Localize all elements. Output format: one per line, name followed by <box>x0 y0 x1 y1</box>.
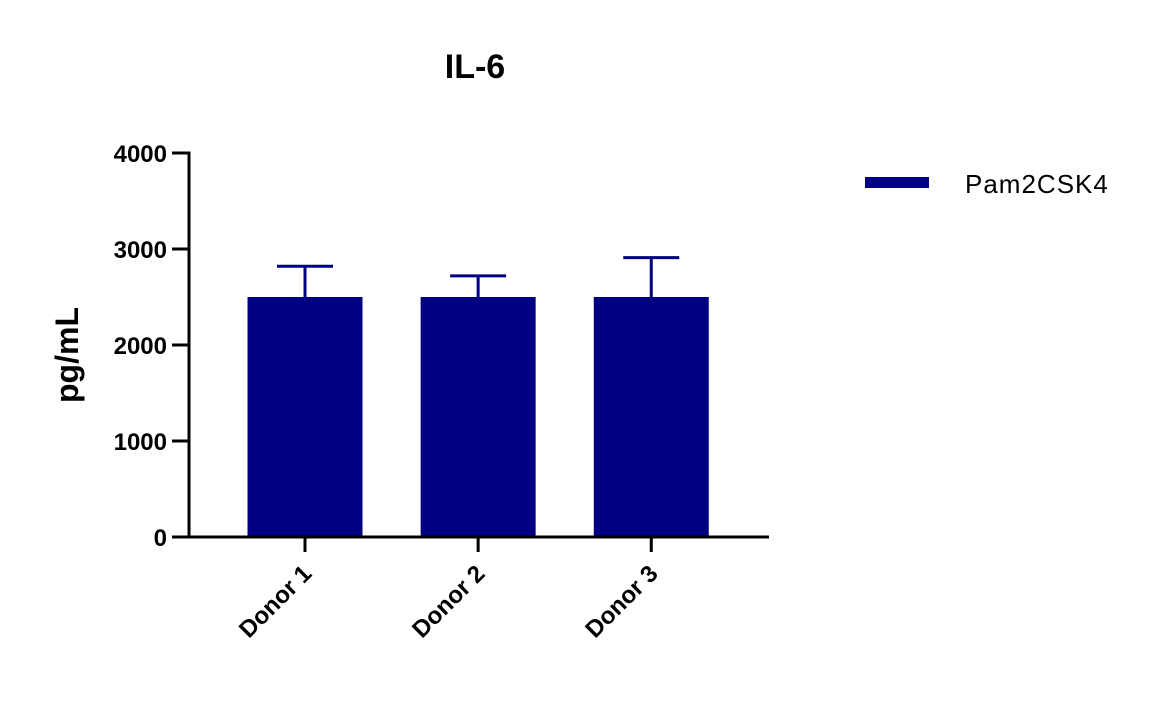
x-tick-label: Donor 1 <box>234 560 317 643</box>
x-tick-label: Donor 3 <box>580 560 663 643</box>
y-tick-label: 3000 <box>114 237 167 264</box>
bar <box>593 297 709 537</box>
y-tick-label: 2000 <box>114 333 167 360</box>
bar <box>420 297 536 537</box>
chart-title: IL-6 <box>445 48 505 86</box>
legend: Pam2CSK4 <box>865 169 1109 199</box>
y-axis-label: pg/mL <box>49 307 85 403</box>
y-tick-label: 1000 <box>114 429 167 456</box>
y-tick-label: 0 <box>154 525 167 552</box>
plot-area: 0 1000 2000 3000 4000 Donor 1 Donor 2 Donor 3 <box>114 141 769 643</box>
bar <box>247 297 363 537</box>
y-tick-label: 4000 <box>114 141 167 168</box>
legend-swatch <box>865 177 929 188</box>
x-tick-label: Donor 2 <box>407 560 490 643</box>
legend-label: Pam2CSK4 <box>965 169 1109 199</box>
